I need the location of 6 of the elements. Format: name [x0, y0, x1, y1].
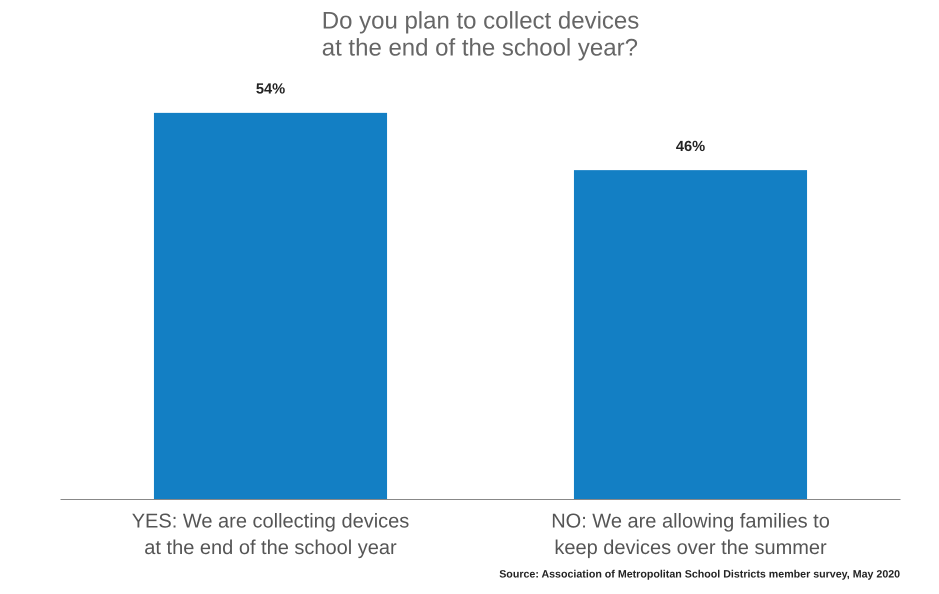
chart-title: Do you plan to collect devices at the end of the school year? — [322, 8, 640, 62]
x-tick-label: NO: We are allowing families to keep devices over the summer — [551, 510, 830, 559]
x-tick-label: YES: We are collecting devices at the end of the school year — [132, 510, 410, 559]
source-note: Source: Association of Metropolitan School Districts member survey, May 2020 — [499, 568, 900, 580]
data-label: 46% — [676, 139, 706, 156]
data-label: 54% — [256, 82, 286, 98]
